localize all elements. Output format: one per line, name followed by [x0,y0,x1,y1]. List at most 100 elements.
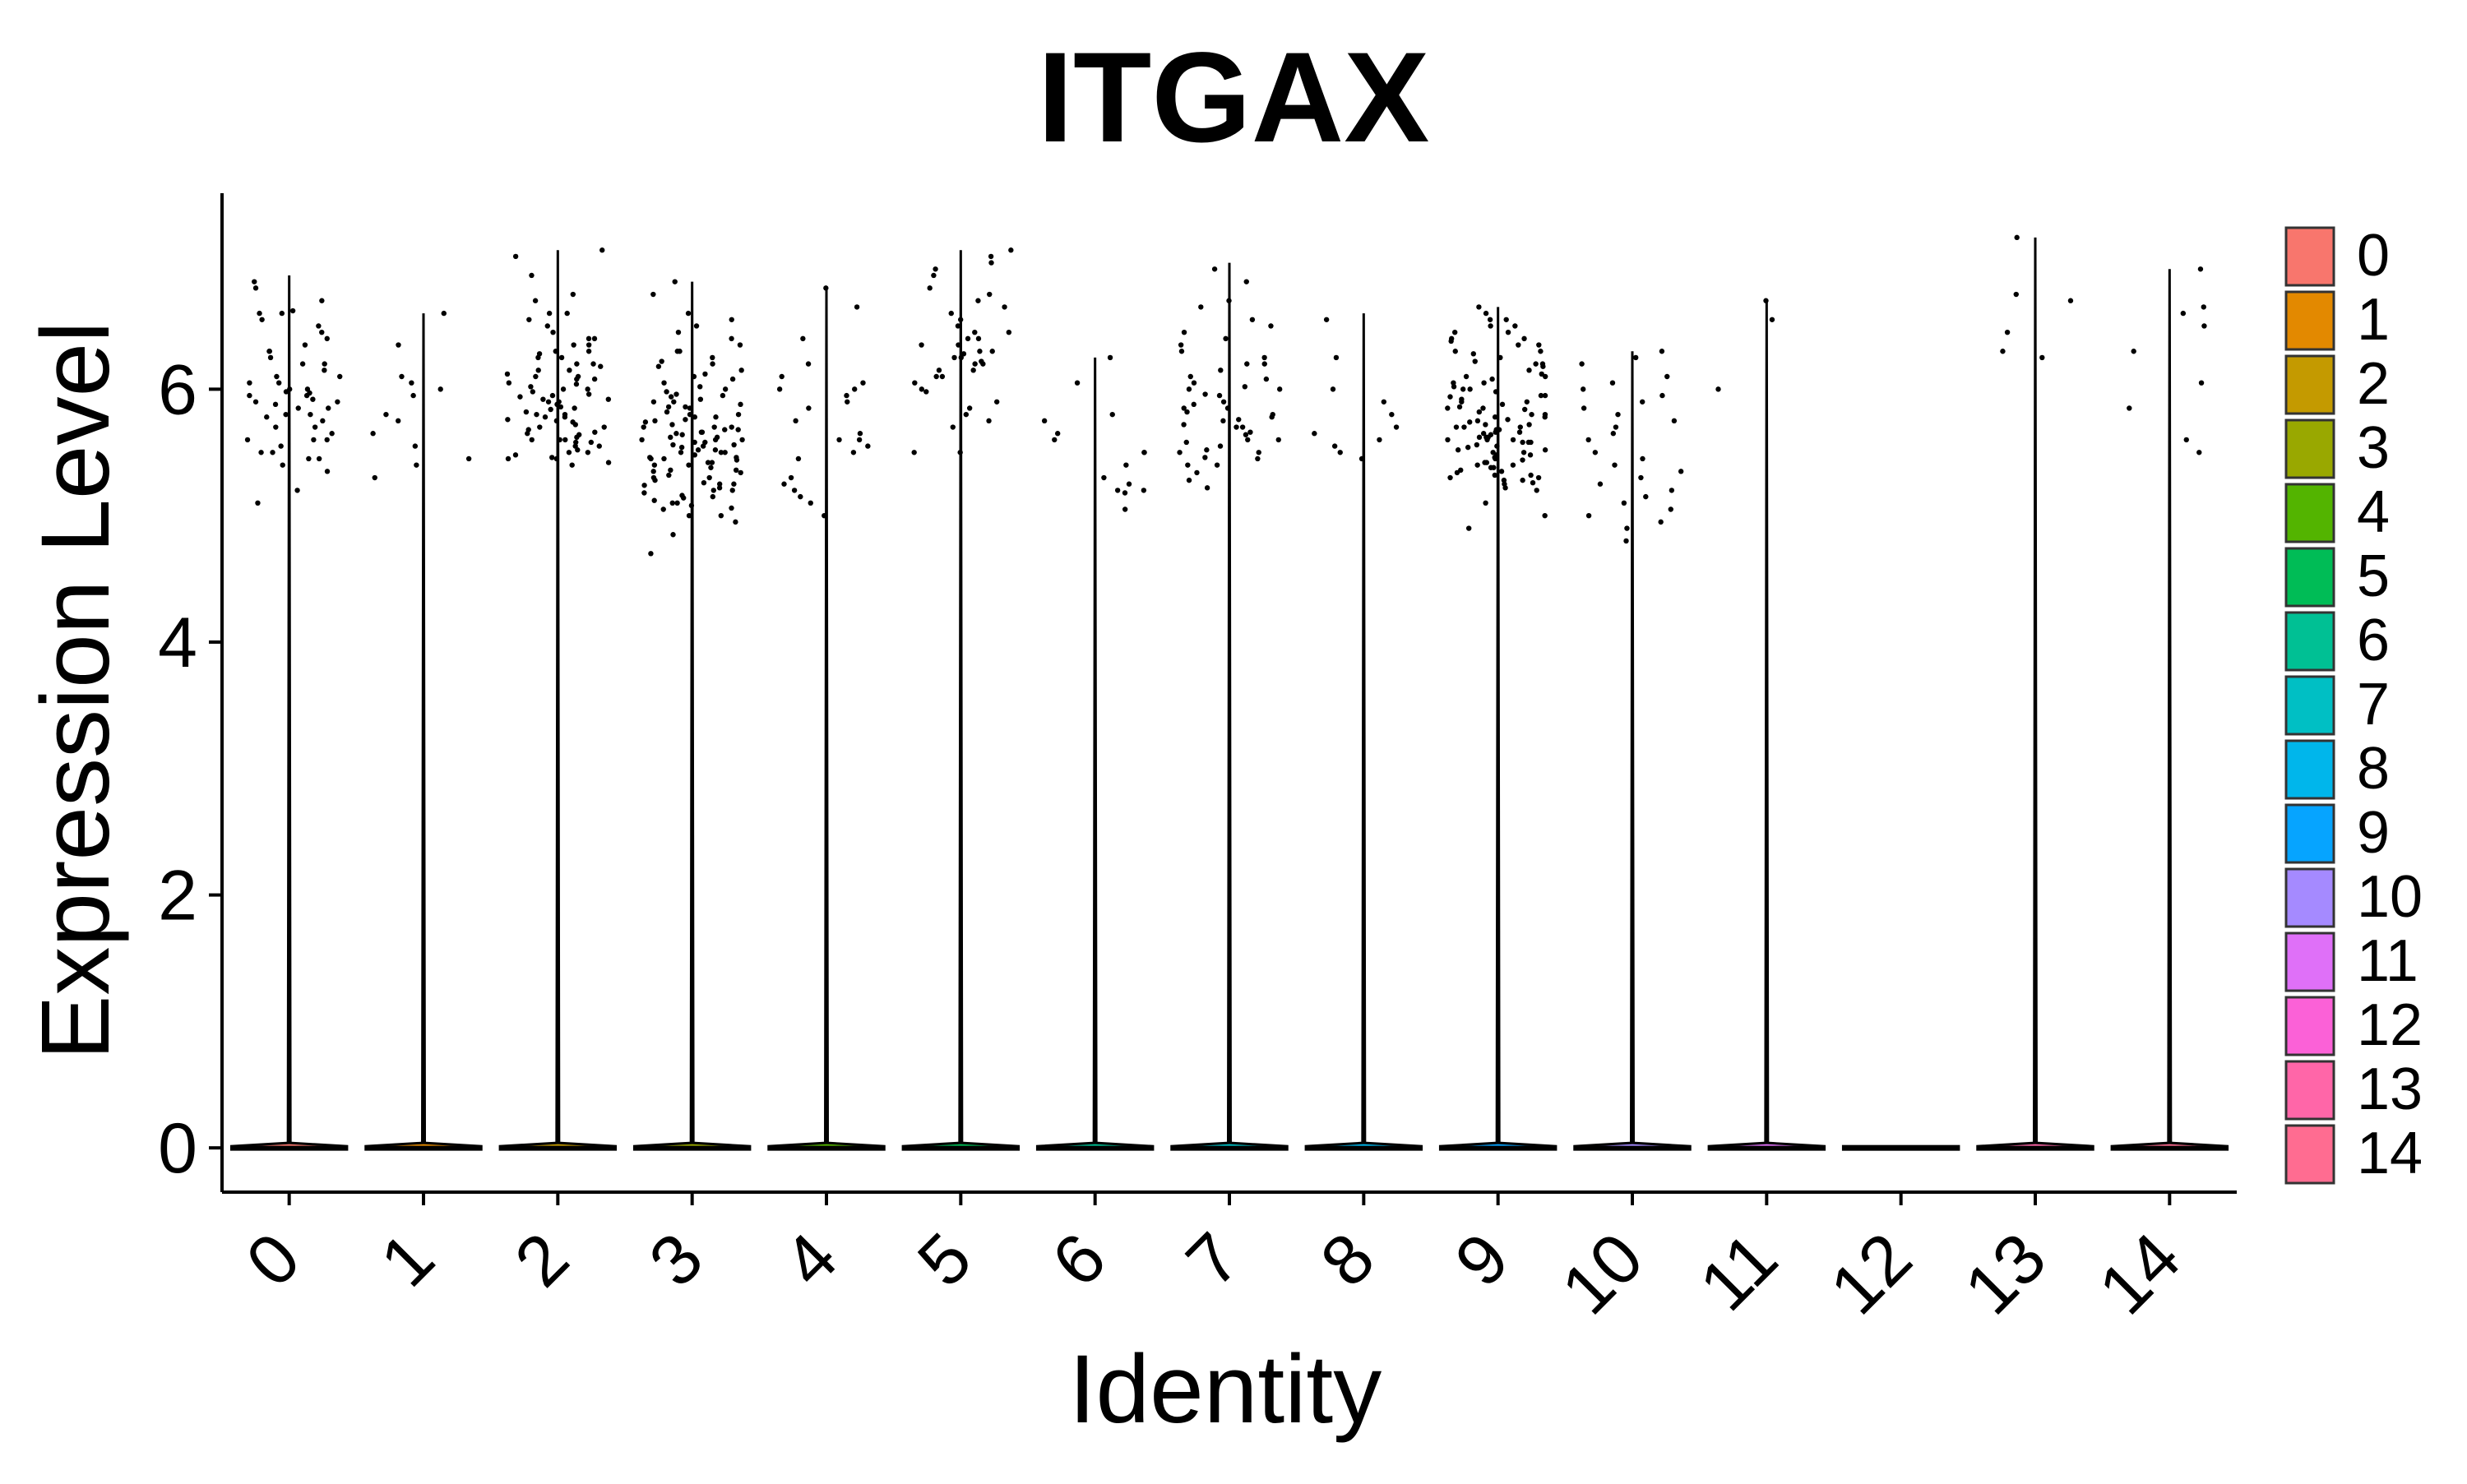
cell-point [822,512,827,519]
cell-point [414,462,419,468]
legend-swatch-13 [2284,1060,2335,1121]
cell-point [708,465,714,470]
legend-swatch-8 [2284,739,2335,800]
cell-point [591,376,598,382]
cell-point [1377,437,1382,443]
cell-point [1510,437,1516,443]
cell-point [975,298,981,303]
cell-point [933,266,938,272]
cell-point [1006,329,1012,335]
cell-point [650,291,656,298]
cell-point [972,329,978,335]
cell-point [2004,329,2011,335]
cell-point [307,390,312,396]
cell-point [912,380,918,386]
cell-point [710,493,716,500]
cell-point [1474,462,1480,468]
cell-point [505,455,511,462]
cell-point [2183,437,2189,443]
cell-point [1330,386,1336,392]
cell-point [691,373,697,380]
cell-point [1245,437,1251,443]
cell-point [586,335,592,342]
cell-point [322,361,327,367]
cell-point [530,389,536,395]
cell-point [669,500,675,506]
legend-label-6: 6 [2357,608,2390,673]
legend-swatch-5 [2284,547,2335,608]
cell-point [1516,429,1523,435]
y-tick-label: 4 [158,603,197,682]
cell-point [687,411,693,418]
cell-point [1181,329,1187,335]
cell-point [1463,373,1470,380]
cell-point [939,373,946,380]
cell-point [1505,329,1511,335]
cell-point [975,335,982,342]
cell-point [272,401,279,408]
cell-point [542,414,548,420]
cell-point [1204,447,1210,453]
cell-point [1202,455,1208,460]
cell-point [512,452,519,458]
cell-point [537,424,543,430]
cell-point [535,368,541,373]
cell-point [1333,354,1340,361]
cell-point [1122,490,1128,496]
cell-point [517,394,523,400]
cell-point [2067,298,2074,303]
cell-point [1474,442,1480,448]
cell-point [675,329,682,335]
x-tick-label: 7 [1172,1218,1256,1302]
cell-point [1539,371,1544,377]
cell-point [738,401,743,408]
cell-point [733,519,738,525]
cell-point [701,479,707,486]
legend-label-8: 8 [2357,736,2390,802]
cell-point [409,380,414,386]
cell-point [659,358,664,364]
cell-point [678,444,685,451]
cell-point [679,432,685,437]
cell-point [529,437,535,443]
cell-point [1465,444,1471,451]
violin-group-1 [364,310,483,1151]
legend-swatch-4 [2284,483,2335,543]
cell-point [1624,525,1630,531]
legend-swatch-2 [2284,354,2335,415]
cell-point [2000,349,2006,354]
cell-point [573,381,580,387]
cell-point [808,500,813,506]
cell-point [1493,389,1499,395]
cell-point [255,500,261,506]
cell-point [1239,424,1246,430]
cell-point [2197,266,2204,272]
cell-point [1483,422,1488,428]
cell-point [512,253,519,260]
cell-point [1501,477,1507,483]
violin-4 [767,288,886,1151]
cell-point [244,437,251,443]
cell-point [1517,424,1523,430]
cell-point [316,455,322,462]
cell-point [574,434,580,441]
cell-point [302,342,308,348]
cell-point [729,505,734,511]
cell-point [273,424,279,430]
cell-point [710,361,715,367]
cell-point [310,396,316,402]
cell-point [1658,519,1664,525]
cell-point [1204,485,1210,491]
cell-point [1610,431,1617,437]
violin-14 [2110,269,2229,1151]
cell-point [970,368,976,373]
cell-point [1453,424,1460,430]
cell-point [652,477,658,483]
cell-point [465,455,472,462]
cell-point [1585,437,1591,443]
cell-point [562,437,568,443]
cell-point [1218,368,1224,373]
cell-point [324,469,331,474]
cell-point [308,411,313,418]
